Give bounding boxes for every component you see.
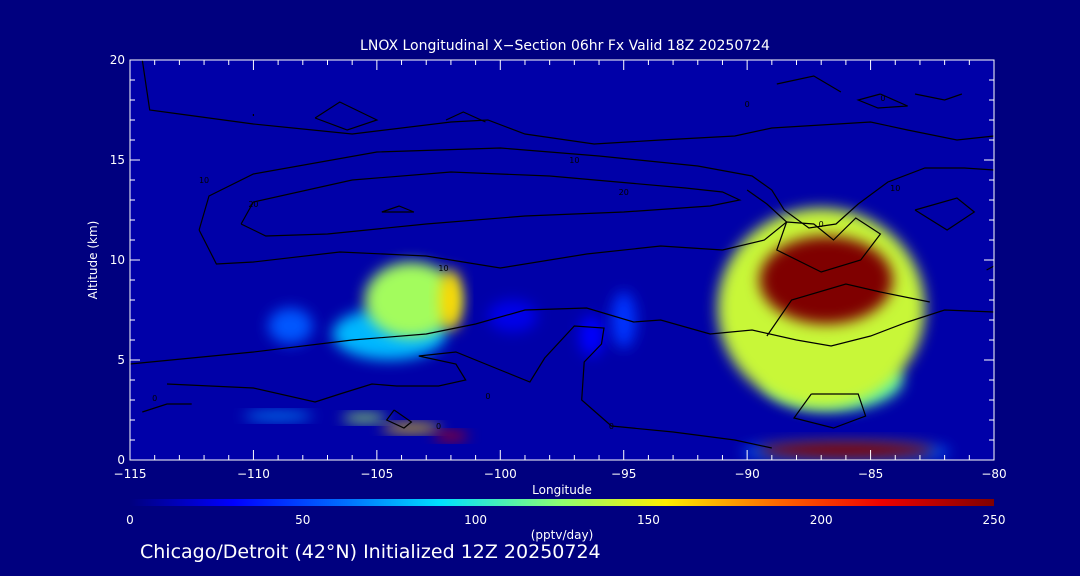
contour-line-12 <box>142 403 192 413</box>
contour-label-6: 0 <box>819 220 824 229</box>
field-blob-1 <box>579 316 604 356</box>
chart-title: LNOX Longitudinal X−Section 06hr Fx Vali… <box>360 38 770 54</box>
field-blob-3 <box>268 308 313 344</box>
colorbar-tick-label: 150 <box>637 513 660 527</box>
contour-label-3: 20 <box>619 188 629 197</box>
field-blob-5 <box>243 412 313 420</box>
field-blob-2 <box>611 292 637 348</box>
x-tick-label: −90 <box>734 467 759 481</box>
field-blob-9 <box>342 414 387 422</box>
field-blob-12 <box>381 424 442 432</box>
contour-line-19 <box>914 197 976 231</box>
contour-line-17 <box>914 93 963 101</box>
contour-labels: 10 20 10 20 10 10 0 0 0 0 0 0 0 0 <box>152 94 1009 431</box>
colorbar-tick-label: 50 <box>295 513 310 527</box>
contour-label-12: 0 <box>436 422 441 431</box>
x-tick-label: −80 <box>981 467 1006 481</box>
contour-lines <box>130 60 994 449</box>
x-tick-label: −115 <box>114 467 147 481</box>
x-axis-label: Longitude <box>532 483 592 497</box>
contour-label-5: 10 <box>890 184 900 193</box>
contour-label-2: 10 <box>569 156 579 165</box>
field-blob-14 <box>759 236 893 324</box>
contour-label-1: 20 <box>248 200 258 209</box>
y-axis-label: Altitude (km) <box>86 221 100 300</box>
y-tick-label: 0 <box>117 453 125 467</box>
colorbar: 0 50 100 150 200 250 (pptv/day) <box>126 499 1005 542</box>
contour-line-6 <box>166 325 772 449</box>
field-blob-15 <box>757 441 935 459</box>
contour-line-10 <box>792 393 867 429</box>
x-tick-label: −95 <box>611 467 636 481</box>
x-tick-label: −100 <box>484 467 517 481</box>
x-tick-label: −110 <box>237 467 270 481</box>
lnox-field <box>243 208 950 460</box>
contour-label-8: 0 <box>1004 124 1009 133</box>
x-tick-label: −105 <box>360 467 393 481</box>
y-axis: 0 5 10 15 20 <box>110 53 994 467</box>
colorbar-ticks: 0 50 100 150 200 250 <box>126 513 1005 527</box>
field-blob-0 <box>487 300 538 332</box>
contour-label-7: 0 <box>880 94 885 103</box>
x-tick-label: −85 <box>858 467 883 481</box>
contour-line-0 <box>141 60 994 145</box>
y-tick-label: 15 <box>110 153 125 167</box>
contour-line-16 <box>776 75 842 93</box>
y-tick-label: 10 <box>110 253 125 267</box>
contour-label-0: 10 <box>199 176 209 185</box>
contour-line-18 <box>856 93 908 109</box>
contour-line-1 <box>198 147 994 231</box>
contour-line-9 <box>776 217 882 273</box>
footer-caption: Chicago/Detroit (42°N) Initialized 12Z 2… <box>140 541 601 563</box>
contour-line-14 <box>314 101 379 131</box>
contour-label-4: 10 <box>438 264 448 273</box>
x-axis: −115 −110 −105 −100 −95 −90 −85 −80 <box>114 60 1007 481</box>
contour-line-2 <box>198 229 723 269</box>
y-tick-label: 5 <box>117 353 125 367</box>
contour-label-9: 0 <box>745 100 750 109</box>
contour-line-4 <box>240 171 742 237</box>
y-tick-label: 20 <box>110 53 125 67</box>
contour-line-15 <box>445 111 486 123</box>
colorbar-label: (pptv/day) <box>531 528 594 542</box>
contour-line-7 <box>130 307 994 365</box>
contour-label-13: 0 <box>609 422 614 431</box>
plot-area: 10 20 10 20 10 10 0 0 0 0 0 0 0 0 <box>129 59 1009 461</box>
colorbar-tick-label: 200 <box>810 513 833 527</box>
contour-label-11: 0 <box>485 392 490 401</box>
field-blob-11 <box>439 270 463 330</box>
contour-line-8 <box>766 283 930 337</box>
contour-line-20 <box>986 265 994 271</box>
field-blob-8 <box>364 262 459 338</box>
colorbar-tick-label: 250 <box>983 513 1006 527</box>
field-blob-13 <box>433 432 469 440</box>
contour-line-5 <box>381 205 415 213</box>
colorbar-tick-label: 0 <box>126 513 134 527</box>
contour-label-10: 0 <box>152 394 157 403</box>
colorbar-tick-label: 100 <box>464 513 487 527</box>
colorbar-ramp <box>130 499 994 506</box>
contour-line-11 <box>385 409 413 429</box>
